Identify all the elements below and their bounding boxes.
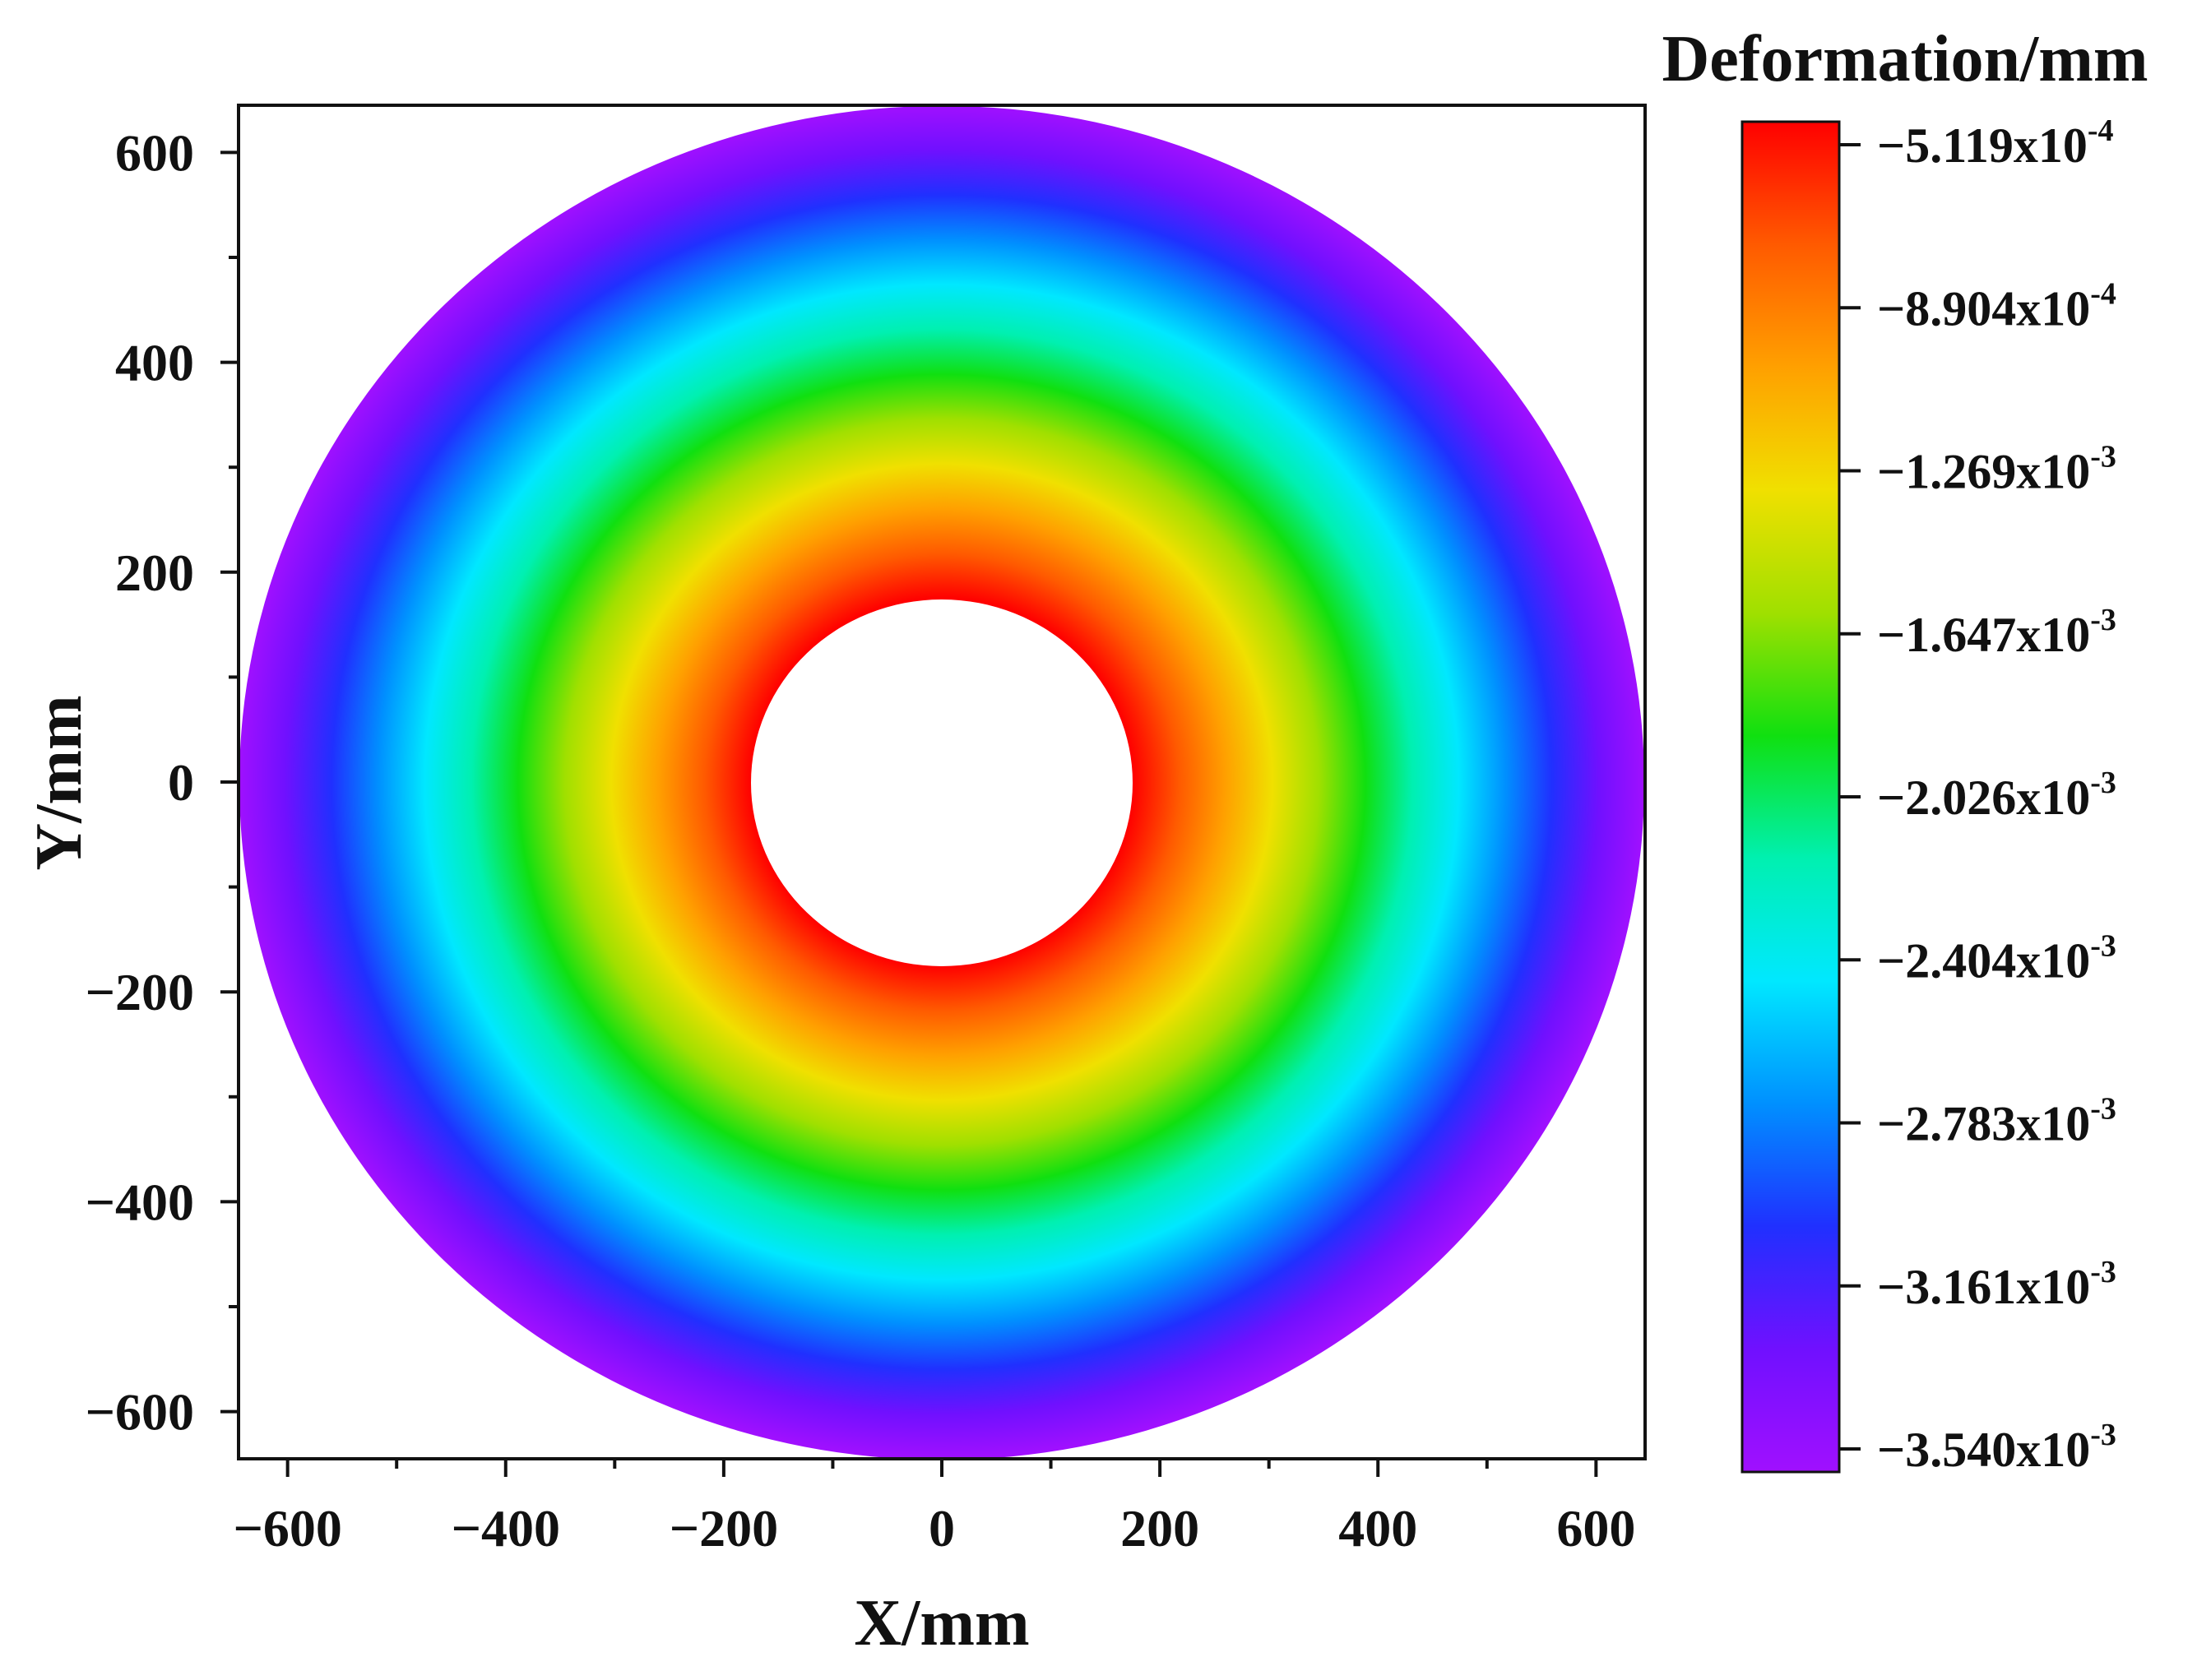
- colorbar-label: −3.161x10-3: [1877, 1255, 2116, 1314]
- y-tick-label: 0: [168, 753, 194, 812]
- x-tick-label: −200: [670, 1499, 778, 1557]
- colorbar: [1741, 120, 1841, 1474]
- x-tick-label: 400: [1338, 1499, 1417, 1557]
- x-tick-label: −600: [233, 1499, 341, 1557]
- y-axis-ticks: [220, 150, 239, 1414]
- colorbar-label: −1.647x10-3: [1877, 603, 2116, 662]
- y-tick-label: 200: [115, 544, 194, 602]
- colorbar-title: Deformation/mm: [1662, 23, 2148, 95]
- x-tick-label: 200: [1120, 1499, 1199, 1557]
- x-tick-label: 600: [1556, 1499, 1635, 1557]
- x-axis-title: X/mm: [854, 1587, 1029, 1659]
- colorbar-label: −5.119x10-4: [1877, 113, 2114, 173]
- y-tick-label: −400: [86, 1173, 194, 1231]
- x-tick-label: −400: [452, 1499, 560, 1557]
- colorbar-label: −3.540x10-3: [1877, 1418, 2116, 1477]
- colorbar-label: −2.783x10-3: [1877, 1092, 2116, 1151]
- colorbar-ticks: [1839, 143, 1861, 1451]
- x-axis-ticks: [285, 1459, 1598, 1477]
- colorbar-label: −2.404x10-3: [1877, 928, 2116, 988]
- annulus-contour: [239, 106, 1644, 1459]
- annulus-ring: [239, 106, 1644, 1459]
- y-tick-label: 400: [115, 334, 194, 392]
- colorbar-labels: −5.119x10-4 −8.904x10-4 −1.269x10-3 −1.6…: [1877, 113, 2116, 1477]
- y-tick-label: −600: [86, 1383, 194, 1442]
- colorbar-label: −8.904x10-4: [1877, 276, 2116, 336]
- y-tick-label: −200: [86, 963, 194, 1021]
- y-axis-title: Y/mm: [23, 695, 95, 870]
- x-tick-label: 0: [929, 1499, 955, 1557]
- y-tick-labels: −600 −400 −200 0 200 400 600: [86, 123, 194, 1441]
- y-tick-label: 600: [115, 123, 194, 182]
- colorbar-label: −1.269x10-3: [1877, 440, 2116, 499]
- colorbar-label: −2.026x10-3: [1877, 766, 2116, 825]
- x-tick-labels: −600 −400 −200 0 200 400 600: [233, 1499, 1635, 1557]
